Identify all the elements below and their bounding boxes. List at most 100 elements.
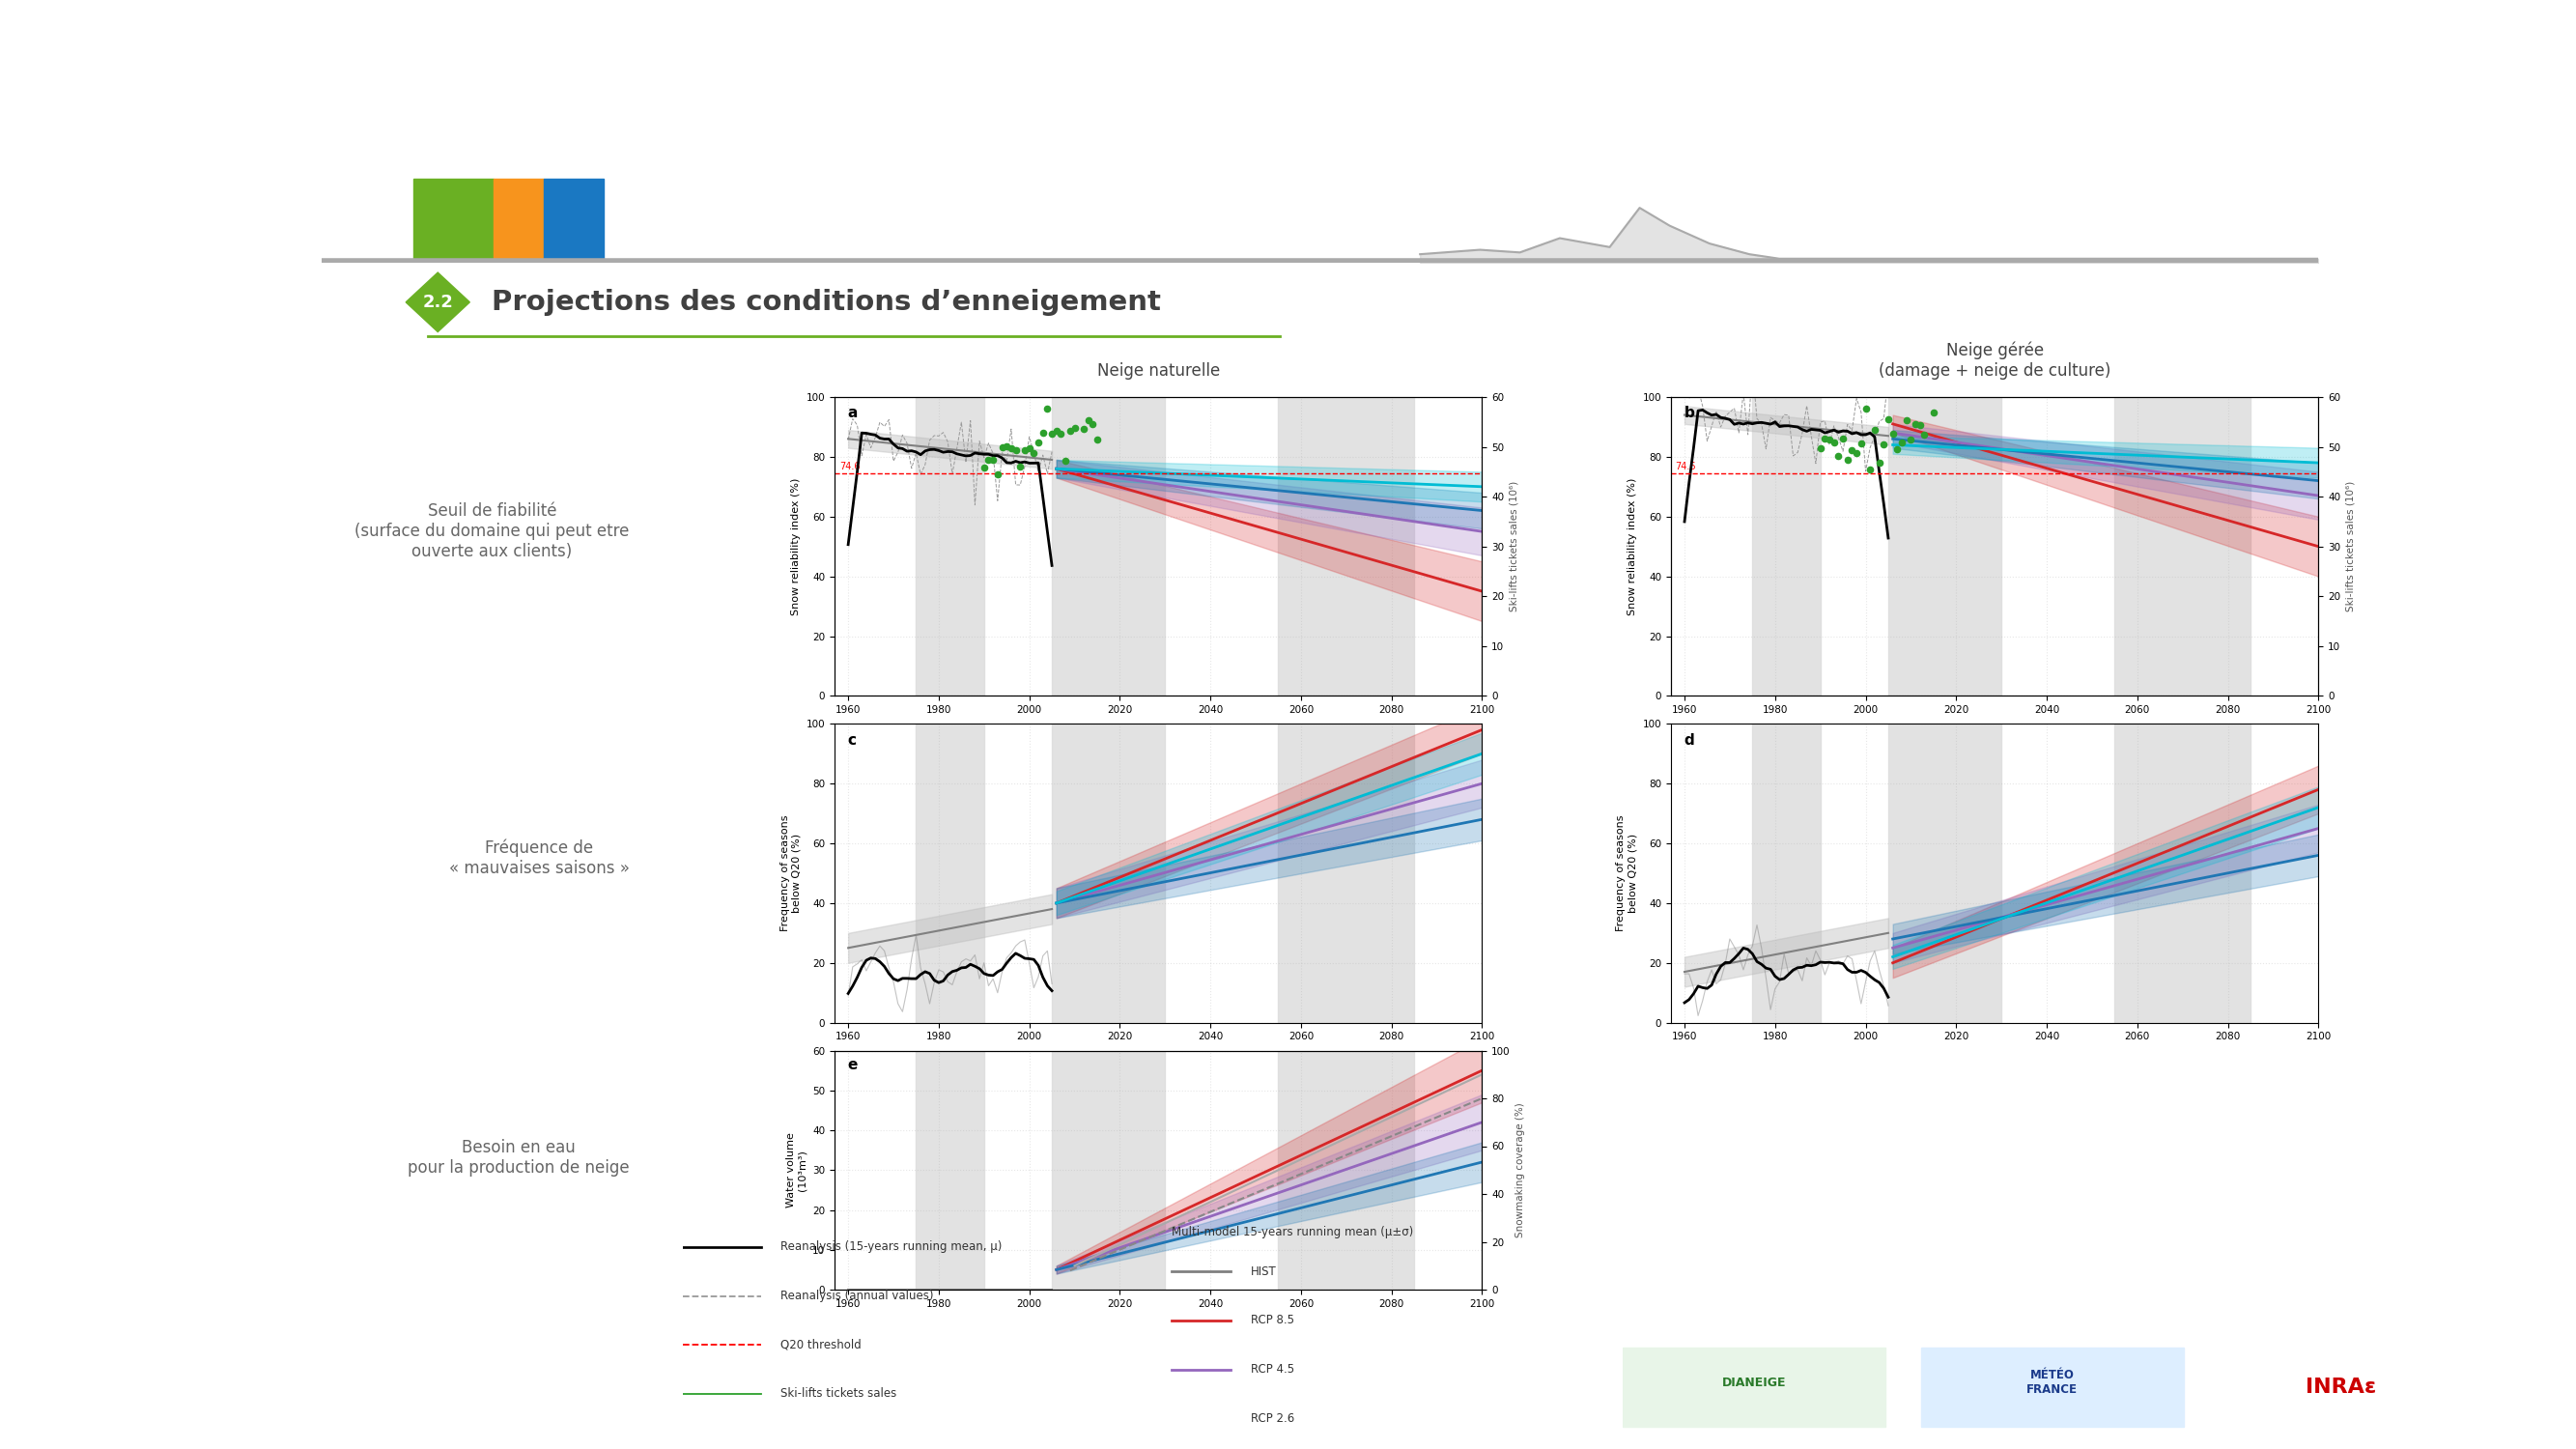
- Bar: [2115, 724, 2251, 1023]
- Point: [1832, 439, 1873, 462]
- Point: [1886, 409, 1927, 432]
- Point: [1837, 442, 1878, 465]
- Point: [1030, 422, 1072, 445]
- Point: [1880, 430, 1922, 454]
- Text: e: e: [848, 1058, 858, 1072]
- Point: [1862, 433, 1904, 456]
- Bar: [495, 178, 544, 259]
- Text: MÉTÉO
FRANCE: MÉTÉO FRANCE: [2027, 1369, 2079, 1397]
- Point: [1059, 380, 1100, 403]
- Bar: [1278, 397, 1414, 696]
- Point: [1054, 416, 1095, 439]
- Point: [987, 435, 1028, 458]
- Point: [1873, 422, 1914, 445]
- Bar: [917, 724, 984, 1023]
- Bar: [544, 178, 603, 259]
- Text: 74.6: 74.6: [1674, 462, 1695, 472]
- Point: [1072, 413, 1113, 436]
- Y-axis label: Water volume
(10³m³): Water volume (10³m³): [786, 1133, 806, 1207]
- Point: [1010, 436, 1051, 459]
- Point: [974, 448, 1015, 471]
- Text: Besoin en eau
pour la production de neige: Besoin en eau pour la production de neig…: [407, 1139, 629, 1177]
- Point: [981, 435, 1023, 458]
- Bar: [1752, 724, 1821, 1023]
- Polygon shape: [407, 272, 469, 332]
- Point: [994, 439, 1036, 462]
- Text: Seuil de fiabilité
(surface du domaine qui peut etre
ouverte aux clients): Seuil de fiabilité (surface du domaine q…: [355, 503, 629, 561]
- Text: c: c: [848, 733, 855, 748]
- Point: [1878, 438, 1919, 461]
- Text: RCP 8.5: RCP 8.5: [1249, 1314, 1293, 1327]
- Y-axis label: Snow reliability index (%): Snow reliability index (%): [791, 478, 801, 616]
- Bar: [1278, 724, 1414, 1023]
- Point: [1028, 397, 1069, 420]
- Bar: [1623, 1348, 1886, 1427]
- Point: [1801, 436, 1842, 459]
- Point: [969, 449, 1010, 472]
- Point: [1891, 429, 1932, 452]
- Bar: [917, 1051, 984, 1290]
- Point: [1005, 439, 1046, 462]
- Point: [1896, 413, 1937, 436]
- Point: [1046, 449, 1087, 472]
- Point: [1819, 445, 1860, 468]
- Text: RCP 4.5: RCP 4.5: [1249, 1364, 1293, 1375]
- Bar: [1888, 724, 2002, 1023]
- Point: [1808, 427, 1850, 451]
- Y-axis label: Ski-lifts tickets sales (10⁶): Ski-lifts tickets sales (10⁶): [1510, 481, 1520, 611]
- Bar: [1051, 724, 1164, 1023]
- Text: INRAε: INRAε: [2306, 1378, 2378, 1397]
- Text: Reanalysis (15-years running mean, μ): Reanalysis (15-years running mean, μ): [781, 1240, 1002, 1253]
- Point: [1860, 451, 1901, 474]
- Point: [1814, 432, 1855, 455]
- Text: a: a: [848, 406, 858, 420]
- Text: Projections des conditions d’enneigement: Projections des conditions d’enneigement: [492, 288, 1162, 316]
- Point: [1914, 401, 1955, 425]
- Point: [963, 455, 1005, 478]
- Point: [1821, 427, 1862, 451]
- Point: [1077, 427, 1118, 451]
- Text: Neige gérée
(damage + neige de culture): Neige gérée (damage + neige de culture): [1878, 342, 2110, 380]
- Point: [1012, 442, 1054, 465]
- Text: Fréquence de
« mauvaises saisons »: Fréquence de « mauvaises saisons »: [448, 839, 629, 877]
- Bar: [1752, 397, 1821, 696]
- Y-axis label: Snowmaking coverage (%): Snowmaking coverage (%): [1515, 1103, 1525, 1237]
- Point: [1048, 419, 1090, 442]
- Y-axis label: Frequency of seasons
below Q20 (%): Frequency of seasons below Q20 (%): [1615, 814, 1638, 932]
- Text: 74.6: 74.6: [840, 462, 860, 472]
- Point: [976, 462, 1018, 485]
- Bar: [1051, 1051, 1164, 1290]
- Point: [1018, 430, 1059, 454]
- Bar: [2115, 397, 2251, 696]
- Bar: [1278, 1051, 1414, 1290]
- Text: HIST: HIST: [1249, 1265, 1275, 1278]
- Text: d: d: [1685, 733, 1695, 748]
- Point: [992, 436, 1033, 459]
- Point: [1036, 419, 1077, 442]
- Point: [1826, 448, 1868, 471]
- Point: [1064, 417, 1105, 440]
- Text: DIANEIGE: DIANEIGE: [1723, 1377, 1785, 1390]
- Point: [1066, 409, 1108, 432]
- Bar: [1051, 397, 1164, 696]
- Text: Ski-lifts tickets sales: Ski-lifts tickets sales: [781, 1388, 896, 1400]
- Text: Multi-model 15-years running mean (μ±σ): Multi-model 15-years running mean (μ±σ): [1172, 1226, 1414, 1239]
- Text: RCP 2.6: RCP 2.6: [1249, 1413, 1293, 1424]
- Point: [999, 455, 1041, 478]
- Point: [1023, 422, 1064, 445]
- Point: [1904, 423, 1945, 446]
- Bar: [1888, 397, 2002, 696]
- Bar: [1922, 1348, 2184, 1427]
- Point: [1844, 397, 1886, 420]
- Text: Q20 threshold: Q20 threshold: [781, 1339, 860, 1352]
- Point: [1899, 414, 1940, 438]
- Text: b: b: [1685, 406, 1695, 420]
- Point: [1855, 419, 1896, 442]
- Y-axis label: Snow reliability index (%): Snow reliability index (%): [1628, 478, 1638, 616]
- Y-axis label: Ski-lifts tickets sales (10⁶): Ski-lifts tickets sales (10⁶): [2347, 481, 2354, 611]
- Point: [1850, 458, 1891, 481]
- Point: [1803, 427, 1844, 451]
- Y-axis label: Frequency of seasons
below Q20 (%): Frequency of seasons below Q20 (%): [781, 814, 801, 932]
- Point: [1868, 409, 1909, 432]
- Bar: [415, 178, 495, 259]
